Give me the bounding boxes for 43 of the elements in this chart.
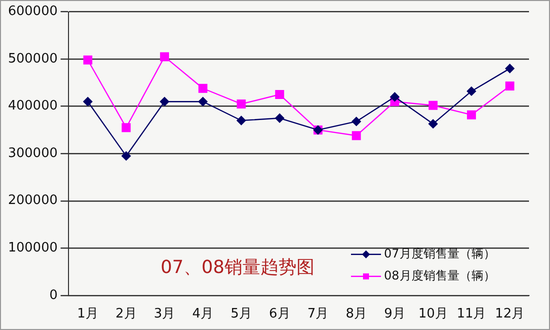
point <box>122 123 131 132</box>
point <box>122 151 131 161</box>
point <box>352 131 361 140</box>
y-tick-label: 300000 <box>8 146 58 161</box>
point <box>505 64 514 74</box>
x-tick-label: 7月 <box>307 306 329 322</box>
point <box>275 114 284 123</box>
x-tick-label: 2月 <box>116 306 137 322</box>
point <box>198 84 208 93</box>
text: 07、08销量趋势图 <box>160 257 314 278</box>
point <box>275 90 284 100</box>
x-tick-label: 1月 <box>77 306 98 322</box>
point <box>160 97 170 106</box>
point <box>236 99 246 108</box>
x-tick-label: 4月 <box>192 306 214 322</box>
point <box>236 116 246 126</box>
y-tick-label: 200000 <box>8 193 58 208</box>
y-tick-label: 100000 <box>8 240 58 256</box>
x-tick-label: 3月 <box>154 306 176 322</box>
point <box>505 82 514 90</box>
x-tick-label: 12月 <box>495 306 525 322</box>
point <box>428 119 438 128</box>
x-tick-label: 5月 <box>230 306 252 322</box>
x-tick-label: 11月 <box>456 306 486 322</box>
x-tick-label: 9月 <box>384 306 406 322</box>
x-tick-label: 10月 <box>418 306 448 322</box>
point <box>198 97 208 106</box>
point <box>83 97 92 106</box>
point <box>428 100 438 110</box>
x-tick-label: 8月 <box>346 306 367 322</box>
point <box>466 86 476 96</box>
x-tick-label: 6月 <box>268 306 290 322</box>
point <box>83 56 92 64</box>
legend-label: 08月度销售量（辆） <box>384 268 496 283</box>
legend-label: 07月度销售量（辆） <box>384 246 496 261</box>
point <box>160 52 170 62</box>
y-tick-label: 600000 <box>8 4 58 20</box>
y-tick-label: 400000 <box>8 98 58 114</box>
y-tick-label: 0 <box>49 288 58 303</box>
point <box>466 110 476 120</box>
point <box>390 92 400 102</box>
y-tick-label: 500000 <box>8 51 58 66</box>
point <box>352 116 361 126</box>
